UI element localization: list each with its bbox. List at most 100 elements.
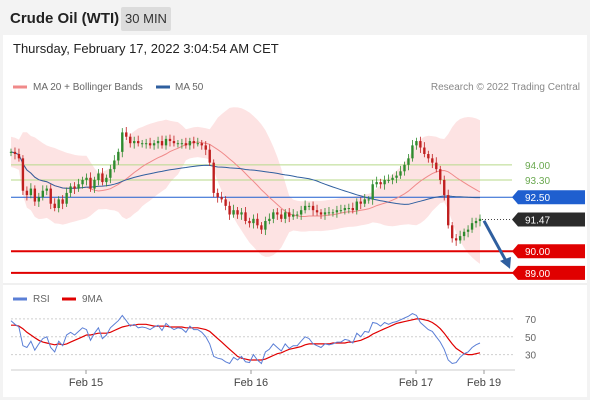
candle-body [140, 143, 144, 145]
candle [129, 133, 132, 148]
candle-body [41, 190, 44, 198]
candle-body [220, 197, 223, 200]
candle [395, 171, 398, 184]
candle-body [327, 212, 331, 214]
timestamp: Thursday, February 17, 2022 3:04:54 AM C… [13, 41, 279, 56]
candle-body [200, 143, 203, 146]
resistance-label: 94.00 [525, 161, 550, 172]
candle-body [339, 210, 343, 212]
candle-body [407, 158, 410, 165]
candle-body [196, 143, 199, 145]
candle [355, 198, 358, 215]
candle [248, 217, 251, 228]
candle [220, 191, 223, 203]
pivot-label: 92.50 [525, 193, 550, 204]
candle-body [427, 154, 430, 159]
candle [319, 209, 323, 219]
candle-body [466, 229, 470, 232]
candle-body [164, 138, 168, 146]
candle-body [144, 143, 148, 145]
candle-body [129, 136, 132, 144]
candle [184, 137, 188, 149]
candle [216, 188, 219, 203]
candle [407, 154, 410, 171]
x-tick-label: Feb 16 [234, 377, 268, 389]
candle [367, 196, 370, 204]
legend-label-ma50: MA 50 [175, 82, 204, 93]
candle [204, 141, 207, 156]
candle [276, 208, 279, 220]
candle [176, 139, 180, 148]
candle-body [61, 199, 64, 204]
candle [188, 137, 192, 150]
candle [65, 187, 68, 207]
x-tick-label: Feb 19 [467, 377, 501, 389]
candle-body [260, 225, 263, 230]
candle-body [21, 158, 25, 191]
candle-body [85, 177, 88, 180]
candle [168, 134, 172, 147]
candle-body [411, 145, 414, 159]
candle-body [307, 205, 311, 207]
candle-body [355, 201, 358, 211]
candle [280, 209, 283, 223]
candle [73, 182, 76, 194]
candle [97, 169, 100, 186]
candle [101, 168, 104, 186]
candle-body [101, 173, 104, 183]
candle [125, 127, 128, 140]
header: Crude Oil (WTI) 30 MIN [0, 0, 590, 35]
candle [303, 200, 307, 214]
candle-body [280, 214, 283, 219]
candle-body [367, 199, 370, 201]
candle [21, 155, 25, 196]
candle [307, 202, 311, 211]
candle [17, 148, 21, 162]
candle-body [276, 212, 279, 215]
candle-body [89, 177, 92, 189]
candle-body [288, 212, 291, 217]
candle [423, 142, 426, 158]
candle [379, 178, 382, 189]
candle-body [45, 188, 48, 191]
candle-body [172, 141, 176, 144]
candle-body [49, 188, 52, 204]
candle-body [335, 210, 339, 213]
candle [25, 186, 29, 201]
candle-body [125, 132, 128, 137]
support-tag [512, 244, 585, 259]
candle-body [295, 214, 299, 216]
candle [121, 128, 124, 158]
legend-label-rsi-ma: 9MA [82, 294, 103, 305]
ma50-line [10, 151, 480, 205]
candle [327, 206, 331, 216]
forecast-arrow [482, 220, 509, 264]
candle-body [81, 179, 84, 185]
candle [69, 183, 72, 198]
candle [288, 208, 291, 223]
candle-body [474, 220, 478, 224]
candle [236, 206, 239, 219]
candle [399, 165, 402, 179]
candle-body [113, 160, 116, 170]
candle [133, 136, 136, 149]
candle [427, 150, 430, 163]
legend-label-ma20: MA 20 + Bollinger Bands [33, 82, 143, 93]
candle [252, 214, 255, 229]
candle-body [375, 182, 378, 185]
interval-badge[interactable]: 30 MIN [121, 7, 171, 31]
rsi-line [10, 313, 481, 365]
last-price-label: 91.47 [525, 215, 550, 226]
candle-body [470, 223, 474, 230]
candle [415, 137, 418, 150]
candle-body [148, 143, 152, 146]
candle [383, 175, 386, 190]
candle-body [399, 171, 402, 176]
candle-body [73, 186, 76, 189]
candle-body [152, 143, 156, 146]
candle-body [109, 169, 112, 178]
candle [466, 225, 470, 238]
candle [85, 173, 88, 186]
candle [144, 138, 148, 149]
candle [196, 137, 199, 147]
